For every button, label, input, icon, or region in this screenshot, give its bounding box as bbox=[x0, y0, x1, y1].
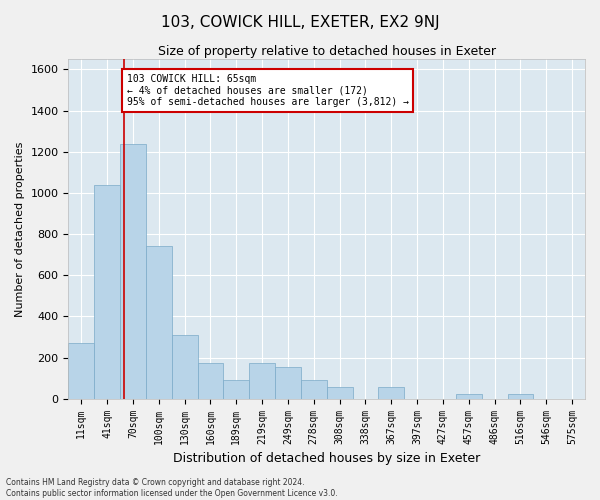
Bar bbox=[249, 362, 275, 398]
Bar bbox=[94, 184, 120, 398]
Text: Contains HM Land Registry data © Crown copyright and database right 2024.
Contai: Contains HM Land Registry data © Crown c… bbox=[6, 478, 338, 498]
Bar bbox=[172, 335, 197, 398]
Bar bbox=[146, 246, 172, 398]
X-axis label: Distribution of detached houses by size in Exeter: Distribution of detached houses by size … bbox=[173, 452, 481, 465]
Text: 103 COWICK HILL: 65sqm
← 4% of detached houses are smaller (172)
95% of semi-det: 103 COWICK HILL: 65sqm ← 4% of detached … bbox=[127, 74, 409, 107]
Bar bbox=[379, 388, 404, 398]
Bar bbox=[120, 144, 146, 398]
Bar bbox=[301, 380, 327, 398]
Y-axis label: Number of detached properties: Number of detached properties bbox=[15, 141, 25, 316]
Bar bbox=[456, 394, 482, 398]
Title: Size of property relative to detached houses in Exeter: Size of property relative to detached ho… bbox=[158, 45, 496, 58]
Bar bbox=[275, 367, 301, 398]
Bar bbox=[508, 394, 533, 398]
Bar bbox=[68, 343, 94, 398]
Bar bbox=[223, 380, 249, 398]
Bar bbox=[197, 362, 223, 398]
Bar bbox=[327, 388, 353, 398]
Text: 103, COWICK HILL, EXETER, EX2 9NJ: 103, COWICK HILL, EXETER, EX2 9NJ bbox=[161, 15, 439, 30]
